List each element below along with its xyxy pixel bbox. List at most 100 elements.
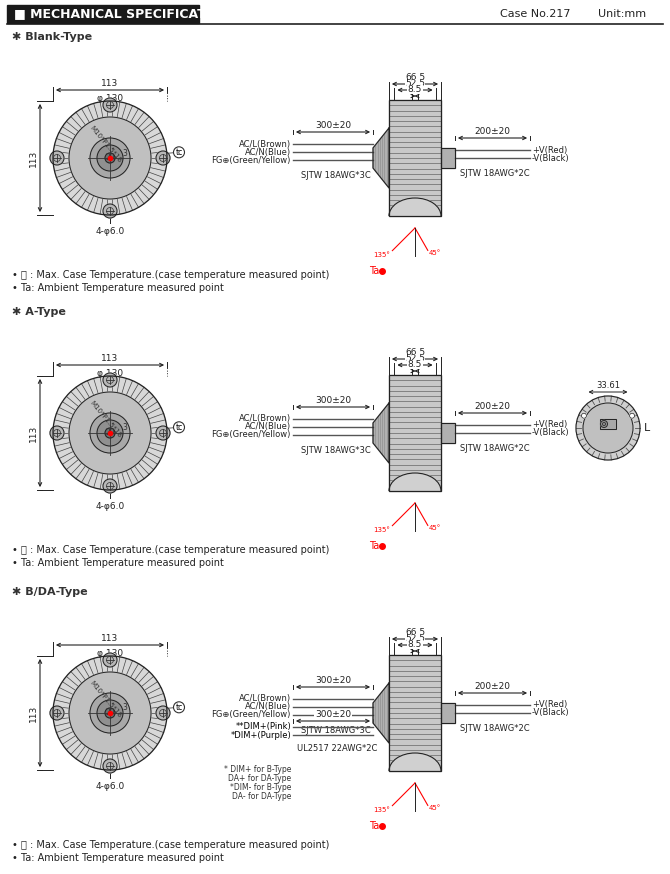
Text: SJTW 18AWG*2C: SJTW 18AWG*2C <box>460 444 529 453</box>
Bar <box>389 375 441 491</box>
Text: 20: 20 <box>105 428 115 437</box>
Circle shape <box>103 653 117 667</box>
Text: SJTW 18AWG*3C: SJTW 18AWG*3C <box>301 171 371 180</box>
Circle shape <box>97 700 123 726</box>
Text: φ 130: φ 130 <box>97 369 123 378</box>
Text: 66.5: 66.5 <box>405 73 425 82</box>
Text: 113: 113 <box>29 149 38 167</box>
Text: AC/L(Brown): AC/L(Brown) <box>239 695 291 704</box>
Bar <box>389 655 441 771</box>
Text: 4-φ6.0: 4-φ6.0 <box>95 227 125 236</box>
Text: 3: 3 <box>123 704 127 712</box>
Text: AC/L(Brown): AC/L(Brown) <box>239 414 291 424</box>
Text: -V(Black): -V(Black) <box>532 428 570 438</box>
Text: M10*P1.5*18: M10*P1.5*18 <box>89 125 123 164</box>
Circle shape <box>103 204 117 218</box>
Text: 113: 113 <box>101 354 119 363</box>
Circle shape <box>103 479 117 493</box>
Text: 135°: 135° <box>373 527 391 532</box>
Bar <box>389 100 441 216</box>
Circle shape <box>90 413 130 453</box>
Text: FG⊕(Green/Yellow): FG⊕(Green/Yellow) <box>212 711 291 719</box>
Text: φ 130: φ 130 <box>97 649 123 658</box>
Text: DA- for DA-Type: DA- for DA-Type <box>232 792 291 801</box>
Text: 200±20: 200±20 <box>474 127 511 136</box>
Text: 300±20: 300±20 <box>315 396 351 405</box>
Circle shape <box>105 708 115 718</box>
Polygon shape <box>373 128 389 188</box>
Text: 113: 113 <box>29 704 38 722</box>
Bar <box>600 419 616 429</box>
Circle shape <box>103 759 117 773</box>
Polygon shape <box>373 683 389 743</box>
Text: AC/L(Brown): AC/L(Brown) <box>239 140 291 149</box>
Text: 135°: 135° <box>373 807 391 813</box>
Circle shape <box>583 403 633 453</box>
Bar <box>389 100 441 216</box>
Text: 66.5: 66.5 <box>405 348 425 357</box>
Circle shape <box>69 392 151 474</box>
Circle shape <box>174 702 184 713</box>
Text: Ta: Ta <box>369 821 379 830</box>
Text: 45°: 45° <box>429 525 441 531</box>
Bar <box>441 703 455 723</box>
Text: 4-φ6.0: 4-φ6.0 <box>95 782 125 791</box>
Text: • Ⓢ : Max. Case Temperature.(case temperature measured point): • Ⓢ : Max. Case Temperature.(case temper… <box>12 270 330 280</box>
Circle shape <box>105 153 115 163</box>
Text: DA+ for DA-Type: DA+ for DA-Type <box>228 774 291 783</box>
Text: *DIM+(Purple): *DIM+(Purple) <box>230 731 291 739</box>
Text: Case No.217: Case No.217 <box>500 9 570 19</box>
Circle shape <box>53 376 167 490</box>
Text: FG⊕(Green/Yellow): FG⊕(Green/Yellow) <box>212 431 291 440</box>
Circle shape <box>50 426 64 440</box>
Text: AC/N(Blue): AC/N(Blue) <box>245 422 291 432</box>
Circle shape <box>105 428 115 438</box>
Text: 300±20: 300±20 <box>315 710 351 719</box>
Text: Ta: Ta <box>369 266 379 275</box>
Text: tc: tc <box>176 703 183 711</box>
Circle shape <box>156 426 170 440</box>
Text: +V(Red): +V(Red) <box>532 420 567 429</box>
Text: 20: 20 <box>105 708 115 717</box>
Text: 66.5: 66.5 <box>405 628 425 637</box>
Circle shape <box>97 145 123 171</box>
Circle shape <box>174 147 184 158</box>
Text: 113: 113 <box>29 425 38 441</box>
Text: +V(Red): +V(Red) <box>532 700 567 710</box>
Circle shape <box>90 138 130 178</box>
Text: UL2517 22AWG*2C: UL2517 22AWG*2C <box>297 744 377 753</box>
Circle shape <box>53 101 167 215</box>
Circle shape <box>600 420 608 427</box>
Text: SJTW 18AWG*3C: SJTW 18AWG*3C <box>301 446 371 455</box>
Text: 3: 3 <box>123 149 127 157</box>
Text: 52.5: 52.5 <box>405 79 425 88</box>
Text: SJTW 18AWG*2C: SJTW 18AWG*2C <box>460 724 529 733</box>
Text: -V(Black): -V(Black) <box>532 709 570 718</box>
Text: -V(Black): -V(Black) <box>532 154 570 163</box>
Polygon shape <box>373 403 389 463</box>
Text: M10*P1.5*18: M10*P1.5*18 <box>89 400 123 439</box>
Polygon shape <box>389 198 441 216</box>
Circle shape <box>90 693 130 733</box>
Text: * DIM+ for B-Type: * DIM+ for B-Type <box>224 765 291 774</box>
Text: +V(Red): +V(Red) <box>532 145 567 155</box>
Text: Unit:mm: Unit:mm <box>598 9 646 19</box>
Text: SJTW 18AWG*2C: SJTW 18AWG*2C <box>460 169 529 178</box>
Text: 4-φ6.0: 4-φ6.0 <box>95 502 125 511</box>
Text: φ 130: φ 130 <box>97 94 123 103</box>
Text: **DIM+(Pink): **DIM+(Pink) <box>235 723 291 732</box>
Bar <box>441 423 455 443</box>
Text: 300±20: 300±20 <box>315 121 351 130</box>
Circle shape <box>50 706 64 720</box>
Text: • Ⓢ : Max. Case Temperature.(case temperature measured point): • Ⓢ : Max. Case Temperature.(case temper… <box>12 840 330 850</box>
Circle shape <box>156 706 170 720</box>
Text: SJTW 18AWG*3C: SJTW 18AWG*3C <box>301 726 371 735</box>
Text: ✱ B/DA-Type: ✱ B/DA-Type <box>12 587 88 597</box>
Bar <box>441 423 455 443</box>
Text: 300±20: 300±20 <box>315 676 351 685</box>
Circle shape <box>50 151 64 165</box>
Circle shape <box>174 422 184 433</box>
Text: 113: 113 <box>101 79 119 88</box>
Text: 8.5: 8.5 <box>408 640 422 649</box>
Text: 45°: 45° <box>429 250 441 256</box>
